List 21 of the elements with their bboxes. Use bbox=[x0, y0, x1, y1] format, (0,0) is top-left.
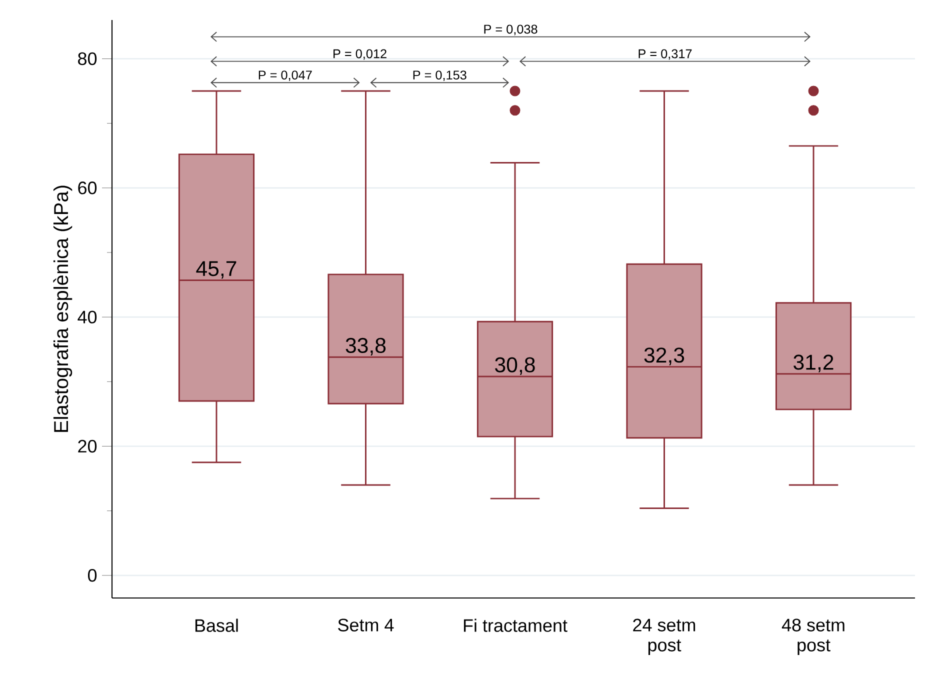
y-tick-label: 20 bbox=[78, 440, 97, 453]
x-tick-label: Setm 4 bbox=[338, 618, 394, 632]
y-tick-label: 80 bbox=[78, 52, 97, 66]
x-tick-label: Basal bbox=[195, 618, 238, 632]
y-axis-title: Elastografia esplènica (kPa) bbox=[53, 186, 72, 432]
text: 33,8 bbox=[346, 338, 386, 356]
x-tick-label: 24 setm post bbox=[633, 618, 696, 656]
x-tick-label: Fi tractament bbox=[464, 618, 568, 632]
annotation: P = 0,012 bbox=[334, 49, 386, 60]
annotation: P = 0,047 bbox=[258, 70, 312, 82]
annotation: P = 0,153 bbox=[413, 70, 466, 82]
annotation: P = 0,317 bbox=[638, 49, 692, 60]
y-tick-label: 60 bbox=[78, 182, 97, 194]
y-tick-label: 0 bbox=[88, 569, 97, 582]
text: 30,8 bbox=[495, 357, 535, 375]
text: 31,2 bbox=[794, 354, 834, 372]
text: 32,3 bbox=[644, 348, 684, 366]
text: 45,7 bbox=[196, 261, 236, 279]
x-tick-label: 48 setm post bbox=[782, 618, 844, 656]
annotation: P = 0,038 bbox=[484, 24, 538, 36]
y-tick-label: 40 bbox=[78, 310, 97, 324]
